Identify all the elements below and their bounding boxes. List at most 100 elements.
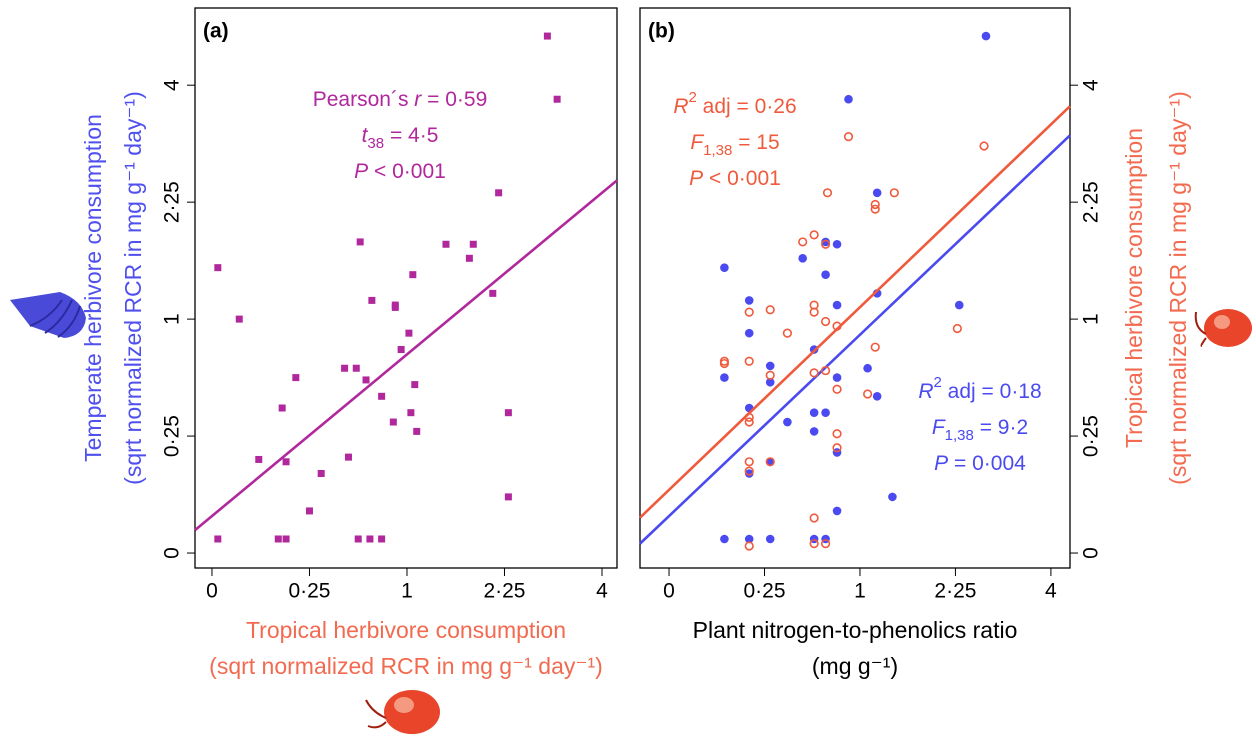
stat-annotation: Pearson´s r = 0·59	[313, 88, 488, 111]
point	[765, 361, 775, 371]
stat-annotation: P < 0·001	[689, 167, 781, 190]
point	[872, 188, 882, 198]
point	[783, 417, 792, 427]
point	[214, 535, 222, 543]
y-tick-label: 0	[1080, 547, 1103, 559]
point	[863, 389, 873, 399]
stat-part: 2	[689, 89, 697, 106]
point	[465, 254, 473, 262]
point	[821, 270, 830, 279]
stat-part: = 15	[732, 131, 779, 154]
point	[820, 239, 831, 249]
stat-part: Pearson´s	[313, 88, 415, 111]
point	[744, 307, 754, 317]
x-tick-label: 4	[596, 580, 608, 603]
y-tick-label: 1	[161, 313, 184, 325]
stat-part: = 0·59	[421, 88, 487, 111]
point	[366, 535, 374, 543]
stat-part: adj = 0·26	[697, 95, 797, 118]
stat-part: R	[673, 95, 688, 118]
y-tick-label: 1	[1080, 313, 1103, 325]
stat-annotation: R2 adj = 0·18	[918, 374, 1041, 402]
stat-part: F	[932, 416, 946, 439]
point	[362, 376, 370, 384]
x-tick-label: 2·25	[483, 580, 525, 603]
panel-label: (b)	[648, 20, 675, 43]
point	[872, 392, 882, 401]
point	[744, 457, 754, 467]
point	[744, 328, 754, 338]
stat-annotation: P < 0·001	[354, 160, 446, 183]
point	[822, 188, 833, 198]
y-tick-label: 0	[161, 547, 184, 559]
point	[744, 296, 754, 305]
stat-part: = 4·5	[384, 124, 438, 147]
point	[389, 418, 397, 426]
point	[489, 289, 497, 297]
stat-part: < 0·001	[368, 160, 446, 183]
y-tick-label: 0·25	[1080, 415, 1103, 457]
point	[821, 237, 830, 247]
y-tick-label: 2·25	[1080, 181, 1103, 223]
point	[305, 507, 313, 515]
x-axis-label: (sqrt normalized RCR in mg g⁻¹ day⁻¹)	[209, 653, 603, 679]
stat-part: t	[362, 124, 369, 147]
x-tick-label: 1	[401, 580, 413, 603]
point	[368, 296, 376, 304]
point	[832, 373, 842, 382]
point	[407, 409, 415, 417]
point	[356, 238, 364, 246]
plot-frame	[639, 7, 1071, 569]
stat-part: = 9·2	[974, 416, 1028, 439]
point	[214, 264, 222, 272]
stat-annotation: F1,38 = 15	[690, 131, 779, 160]
stat-part: P	[354, 160, 368, 183]
point	[341, 364, 349, 372]
tropical-snail-icon-bottom	[365, 690, 440, 734]
x-tick-label: 0·25	[743, 580, 785, 603]
point	[744, 412, 754, 422]
point	[744, 466, 754, 476]
point	[798, 253, 807, 263]
point	[832, 239, 842, 249]
stat-part: < 0·001	[703, 167, 781, 190]
point	[820, 365, 831, 376]
point	[809, 408, 819, 417]
point	[543, 32, 551, 40]
point	[809, 368, 819, 378]
point	[832, 429, 842, 439]
trend-line	[639, 134, 1071, 545]
point	[954, 300, 964, 310]
point	[832, 506, 842, 516]
point	[719, 358, 729, 369]
temperate-snail-icon	[10, 292, 86, 338]
point	[744, 541, 754, 551]
x-axis-label: Tropical herbivore consumption	[246, 617, 566, 643]
point	[809, 539, 819, 549]
point	[809, 427, 819, 436]
point	[820, 316, 831, 327]
stat-annotation: t38 = 4·5	[362, 124, 439, 153]
stat-part: r	[414, 88, 422, 111]
point	[744, 534, 754, 544]
point	[765, 457, 775, 467]
point	[744, 469, 754, 478]
point	[832, 300, 842, 310]
point	[832, 384, 842, 394]
x-tick-label: 0·25	[288, 580, 330, 603]
point	[292, 374, 300, 382]
plot-frame	[194, 7, 618, 569]
tropical-snail-icon-right	[1194, 309, 1252, 347]
point	[413, 427, 421, 435]
stat-annotation: P = 0·004	[934, 452, 1026, 475]
y-tick-label: 0·25	[161, 415, 184, 457]
point	[809, 230, 819, 240]
x-tick-label: 1	[854, 580, 866, 603]
x-tick-label: 0	[206, 580, 218, 603]
point	[809, 513, 819, 523]
point	[344, 453, 352, 461]
point	[782, 328, 793, 338]
x-axis-label: (mg g⁻¹)	[812, 653, 898, 679]
point	[354, 535, 362, 543]
